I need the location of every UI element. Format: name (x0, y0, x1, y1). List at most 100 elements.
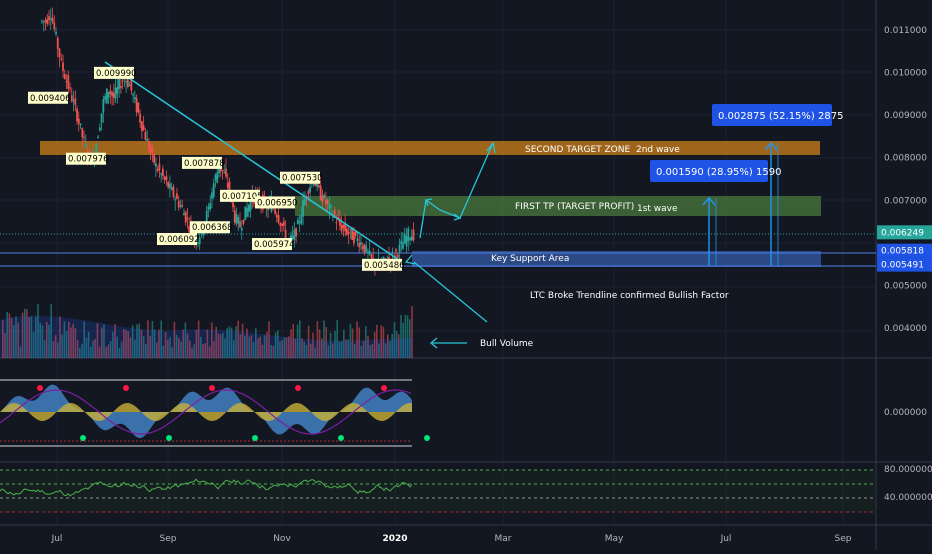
oscillator-top-dot (209, 385, 215, 391)
candle-body (351, 228, 354, 240)
price-point-text: 0.005486 (364, 261, 405, 271)
price-badge-label: 0.005818 (881, 247, 924, 257)
volume-bar (50, 304, 52, 358)
candle-body (207, 206, 210, 210)
oscillator-top-dot (123, 385, 129, 391)
volume-bar (101, 327, 103, 358)
volume-bar (30, 316, 33, 358)
volume-bar (15, 316, 17, 358)
volume-bar (215, 326, 217, 358)
candle-body (300, 215, 303, 224)
price-point-tag (94, 66, 134, 79)
candle-body (291, 235, 294, 240)
price-point-tag (255, 196, 295, 209)
price-tick-label: 0.009000 (884, 111, 927, 121)
oscillator-top-dot (381, 385, 387, 391)
candle-body (388, 256, 390, 259)
volume-bar (384, 343, 387, 358)
candle-body (307, 191, 310, 194)
volume-bar (305, 344, 308, 358)
volume-bar (211, 322, 213, 358)
volume-bar (382, 326, 385, 358)
price-point-tag (28, 91, 68, 104)
volume-bar (118, 347, 121, 358)
candle-body (303, 198, 306, 205)
trendline[interactable] (104, 61, 403, 263)
candle-body (246, 207, 248, 217)
volume-bar (288, 336, 290, 358)
candle-body (360, 242, 362, 245)
candle-body (126, 77, 129, 87)
volume-bar (105, 346, 107, 358)
time-axis[interactable]: Jul Sep Nov 2020 Mar May Jul Sep (51, 534, 852, 544)
volume-bar (237, 320, 239, 358)
volume-bar (233, 340, 235, 358)
price-axis[interactable]: 0.011000 0.010000 0.009000 0.008000 0.007000… (877, 26, 932, 334)
candle-body (398, 244, 401, 252)
candle-body (237, 217, 240, 224)
volume-bar (162, 345, 165, 358)
candle-body (316, 181, 319, 187)
price-badge (877, 243, 932, 258)
candle-body (328, 203, 331, 209)
volume-bar (136, 324, 138, 358)
candle-body (58, 48, 61, 58)
volume-bar (151, 321, 154, 358)
candle-body (140, 121, 143, 132)
candle-body (76, 108, 78, 122)
volume-bar (26, 309, 28, 358)
volume-bar (37, 304, 39, 358)
candle-body (240, 227, 243, 231)
volume-bar (338, 341, 341, 358)
volume-bar (367, 335, 369, 358)
volume-bar (120, 341, 123, 358)
candle-body (395, 249, 397, 252)
volume-bar (41, 325, 44, 358)
candle-body (102, 99, 105, 113)
candle-body (55, 32, 57, 35)
candle-body (284, 229, 287, 242)
zone-first-tp: FIRST TP (TARGET PROFIT) 1st wave (295, 196, 821, 216)
price-tick-label: 0.010000 (884, 68, 927, 78)
candle-body (368, 251, 371, 255)
volume-bar (57, 342, 59, 358)
volume-bar (391, 334, 393, 358)
candle-body (317, 185, 320, 188)
price-point-text: 0.009990 (96, 69, 137, 79)
candle-body (114, 87, 117, 99)
candle-body (107, 92, 110, 98)
candle-body (225, 168, 227, 177)
volume-bar (360, 346, 363, 358)
volume-bar (290, 329, 292, 358)
volume-bar (200, 336, 202, 358)
price-point-text: 0.006368 (192, 223, 233, 233)
candle-body (282, 221, 285, 226)
volume-bar (277, 330, 279, 358)
candle-body (214, 175, 217, 180)
candle-body (104, 96, 106, 100)
candle-body (65, 81, 68, 83)
candle-body (335, 221, 338, 223)
volume-bar (301, 338, 303, 358)
candle-body (128, 84, 131, 87)
price-point-tag (220, 189, 260, 202)
volume-bar (147, 320, 149, 358)
candle-body (53, 22, 56, 30)
volume-bar (316, 321, 319, 358)
candle-body (169, 183, 171, 188)
candle-body (172, 186, 175, 197)
candle-body (402, 242, 404, 250)
volume-bar (340, 341, 343, 358)
candle-body (163, 176, 166, 180)
volume-bar (206, 329, 209, 358)
oscillator-bottom-dot (338, 435, 344, 441)
candle-body (212, 183, 215, 197)
zone-second-target-sub: 2nd wave (636, 145, 680, 155)
volume-bar (184, 322, 187, 358)
volume-bar (65, 331, 68, 358)
candle-body (275, 214, 278, 218)
volume-bar (250, 335, 253, 358)
time-tick-label: Jul (51, 534, 63, 544)
volume-bar (149, 336, 151, 358)
